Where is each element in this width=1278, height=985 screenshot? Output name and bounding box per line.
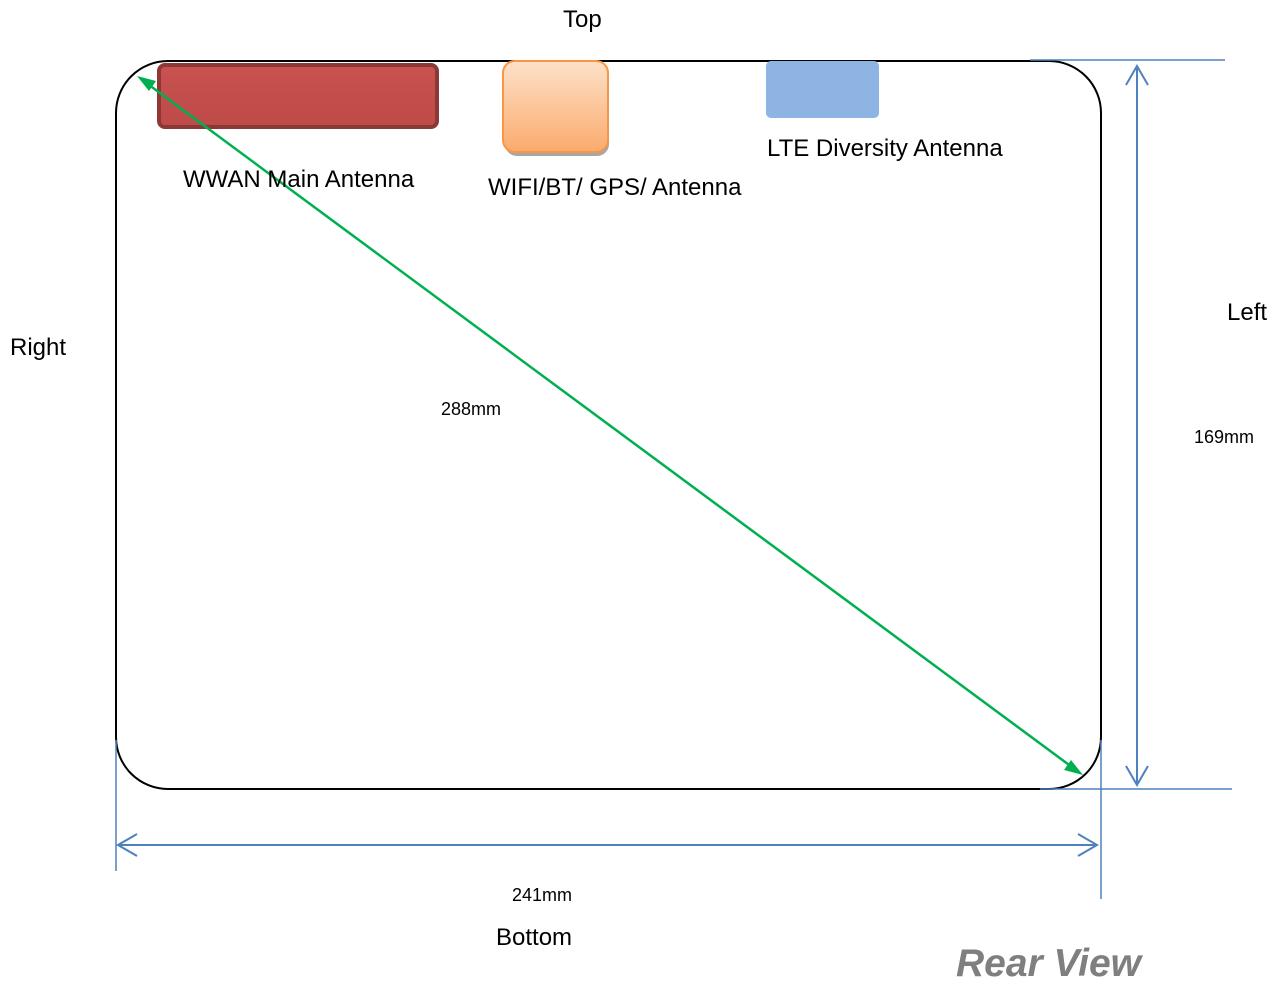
- lte-diversity-antenna: [766, 61, 879, 118]
- wifi-bt-gps-antenna-label: WIFI/BT/ GPS/ Antenna: [488, 174, 742, 201]
- width-dimension-label: 241mm: [512, 885, 573, 905]
- wwan-main-antenna-label: WWAN Main Antenna: [183, 166, 415, 193]
- device-outline: [115, 60, 1102, 790]
- bottom-side-label: Bottom: [496, 924, 573, 951]
- left-side-label: Left: [1227, 299, 1268, 326]
- wifi-bt-gps-antenna: [502, 60, 609, 153]
- lte-diversity-antenna-label: LTE Diversity Antenna: [767, 135, 1003, 162]
- width-dimension-arrow: [116, 833, 1099, 857]
- right-side-label: Right: [10, 334, 67, 361]
- top-side-label: Top: [563, 6, 602, 33]
- height-dimension-arrow: [1125, 64, 1149, 787]
- view-title: Rear View: [956, 942, 1141, 985]
- height-dimension-label: 169mm: [1194, 427, 1255, 447]
- wwan-main-antenna: [157, 63, 439, 129]
- diagonal-dimension-arrow: [137, 76, 1083, 775]
- diagonal-dimension-label: 288mm: [441, 399, 502, 419]
